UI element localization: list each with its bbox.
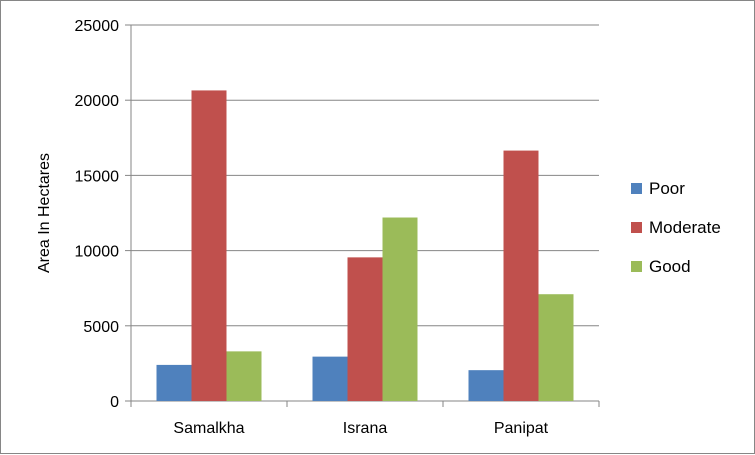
bar-moderate-panipat <box>503 150 539 401</box>
y-tick-label: 15000 <box>75 168 120 185</box>
bar-good-samalkha <box>226 351 262 401</box>
bar-moderate-israna <box>347 257 383 401</box>
bar-poor-panipat <box>468 370 504 401</box>
legend-swatch-good <box>631 261 642 272</box>
x-tick-label: Panipat <box>494 420 549 437</box>
y-tick-labels: 0 5000 10000 15000 20000 25000 <box>75 18 120 411</box>
legend-swatch-moderate <box>631 222 642 233</box>
legend-swatch-poor <box>631 183 642 194</box>
y-tick-label: 25000 <box>75 18 120 35</box>
legend: Poor Moderate Good <box>631 179 721 276</box>
y-tick-label: 10000 <box>75 244 120 261</box>
y-tick-label: 5000 <box>83 319 119 336</box>
legend-label-moderate: Moderate <box>649 218 721 237</box>
bar-good-israna <box>382 217 418 401</box>
bar-moderate-samalkha <box>191 90 227 401</box>
legend-label-poor: Poor <box>649 179 685 198</box>
x-tick-label: Samalkha <box>173 420 244 437</box>
bar-good-panipat <box>538 294 574 401</box>
bars <box>156 90 574 401</box>
bar-poor-israna <box>312 356 348 401</box>
x-tick-label: Israna <box>343 420 388 437</box>
legend-label-good: Good <box>649 257 691 276</box>
y-tick-label: 20000 <box>75 93 120 110</box>
y-tick-label: 0 <box>110 394 119 411</box>
x-tick-labels: Samalkha Israna Panipat <box>173 420 548 437</box>
y-axis-label: Area In Hectares <box>36 153 53 273</box>
bar-poor-samalkha <box>156 364 192 401</box>
